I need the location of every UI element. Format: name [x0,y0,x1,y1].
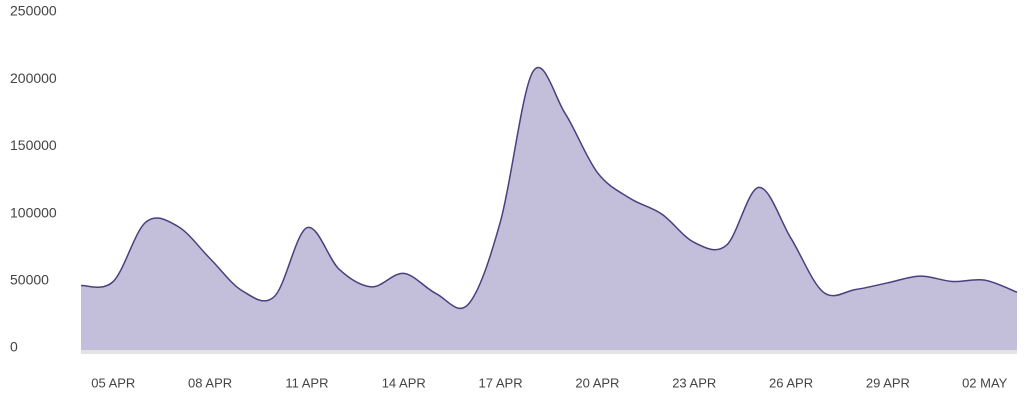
x-tick-label: 17 APR [479,375,523,390]
x-tick-label: 05 APR [91,375,135,390]
x-tick-label: 14 APR [382,375,426,390]
area [81,67,1017,350]
y-tick-label: 0 [10,339,18,355]
y-tick-label: 250000 [10,3,57,19]
y-tick-label: 150000 [10,137,57,153]
x-tick-label: 20 APR [575,375,619,390]
x-tick-label: 08 APR [188,375,232,390]
x-tick-label: 26 APR [769,375,813,390]
y-tick-label: 50000 [10,272,49,288]
x-tick-label: 02 MAY [962,375,1008,390]
y-tick-label: 100000 [10,204,57,220]
line [80,66,1018,310]
x-tick-label: 29 APR [866,375,910,390]
x-tick-label: 11 APR [285,375,328,390]
y-tick-label: 200000 [10,70,57,86]
x-tick-label: 23 APR [672,375,716,390]
